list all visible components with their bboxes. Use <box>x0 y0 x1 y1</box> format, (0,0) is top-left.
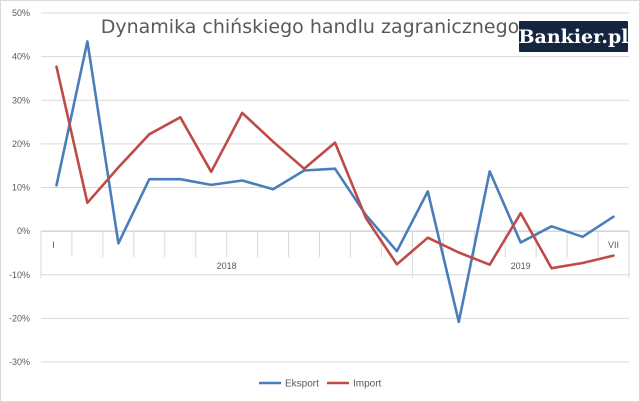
x-year-label: 2018 <box>217 261 237 271</box>
bankier-logo: Bankier.pl <box>518 21 629 52</box>
series-line-import <box>55 65 615 270</box>
y-tick-label: 30% <box>12 95 30 105</box>
y-tick-label: -10% <box>9 270 30 280</box>
y-tick-label: 0% <box>17 226 30 236</box>
x-axis: I VII 2018 2019 <box>40 231 630 279</box>
logo-text: Bankier.pl <box>518 26 628 48</box>
y-tick-label: 40% <box>12 52 30 62</box>
legend-label: Import <box>353 379 382 390</box>
legend-label: Eksport <box>285 379 319 390</box>
logo-background <box>519 21 628 52</box>
x-month-label: VII <box>608 240 619 250</box>
x-month-label: I <box>52 240 55 250</box>
y-tick-label: 20% <box>12 139 30 149</box>
series-lines <box>55 40 615 324</box>
series-line-eksport <box>55 40 615 324</box>
legend: Eksport Import <box>259 379 382 390</box>
y-tick-label: -20% <box>9 313 30 323</box>
chart-title: Dynamika chińskiego handlu zagranicznego <box>101 16 520 38</box>
x-year-label: 2019 <box>511 261 531 271</box>
y-tick-label: -30% <box>9 357 30 367</box>
y-tick-label: 50% <box>12 8 30 18</box>
y-axis-ticks: 50% 40% 30% 20% 10% 0% -10% -20% -30% <box>9 8 30 367</box>
y-tick-label: 10% <box>12 183 30 193</box>
